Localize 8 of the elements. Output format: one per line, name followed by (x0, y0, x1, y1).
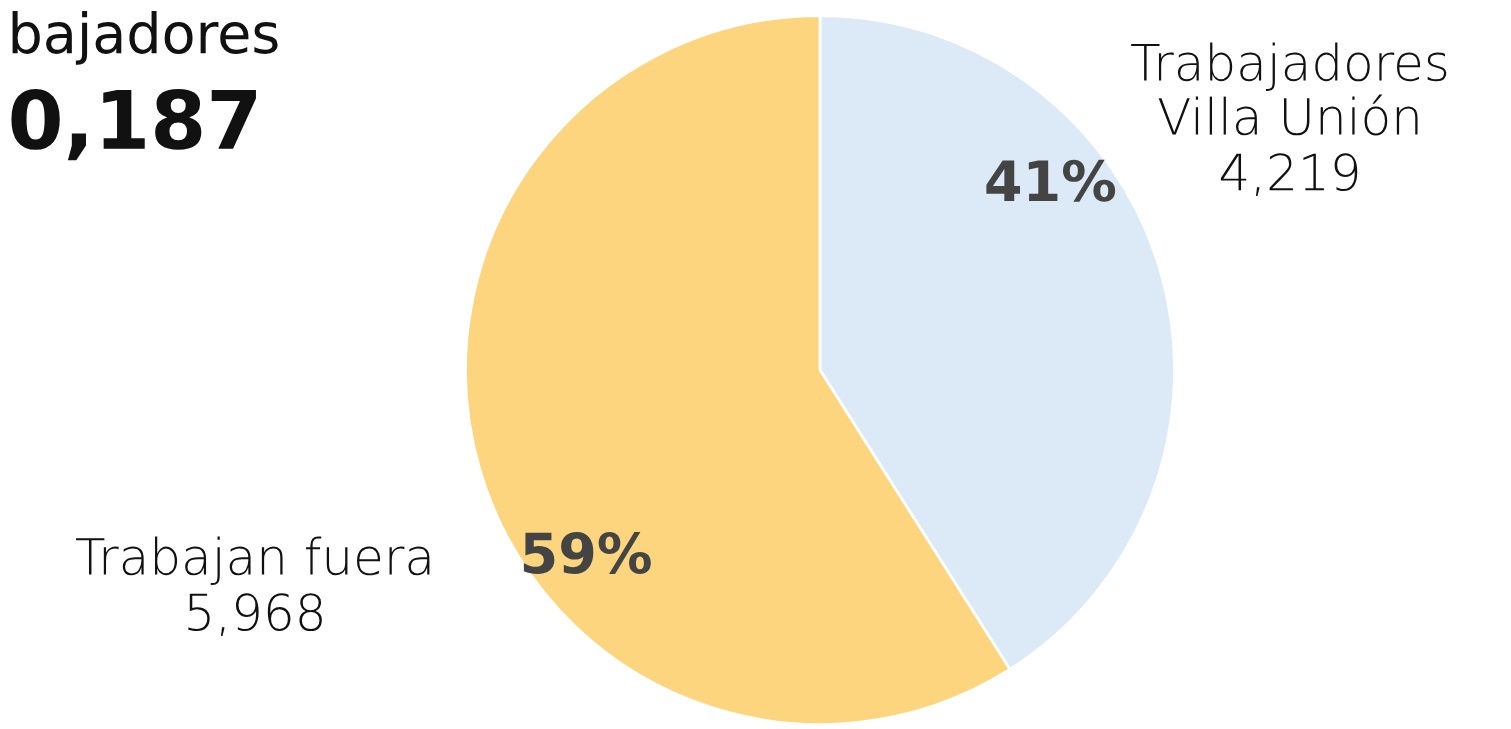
text: bajadores (12, 10, 278, 65)
text: 4,219 (1220, 153, 1358, 197)
slice-label: Trabajadores Villa Unión (1131, 42, 1447, 136)
text: 0,187 (11, 88, 256, 161)
data-label: 41% (986, 159, 1116, 202)
data-label: 59% (523, 531, 651, 574)
slice-label: Trabajan fuera (76, 536, 430, 585)
text: 5,968 (188, 593, 322, 637)
